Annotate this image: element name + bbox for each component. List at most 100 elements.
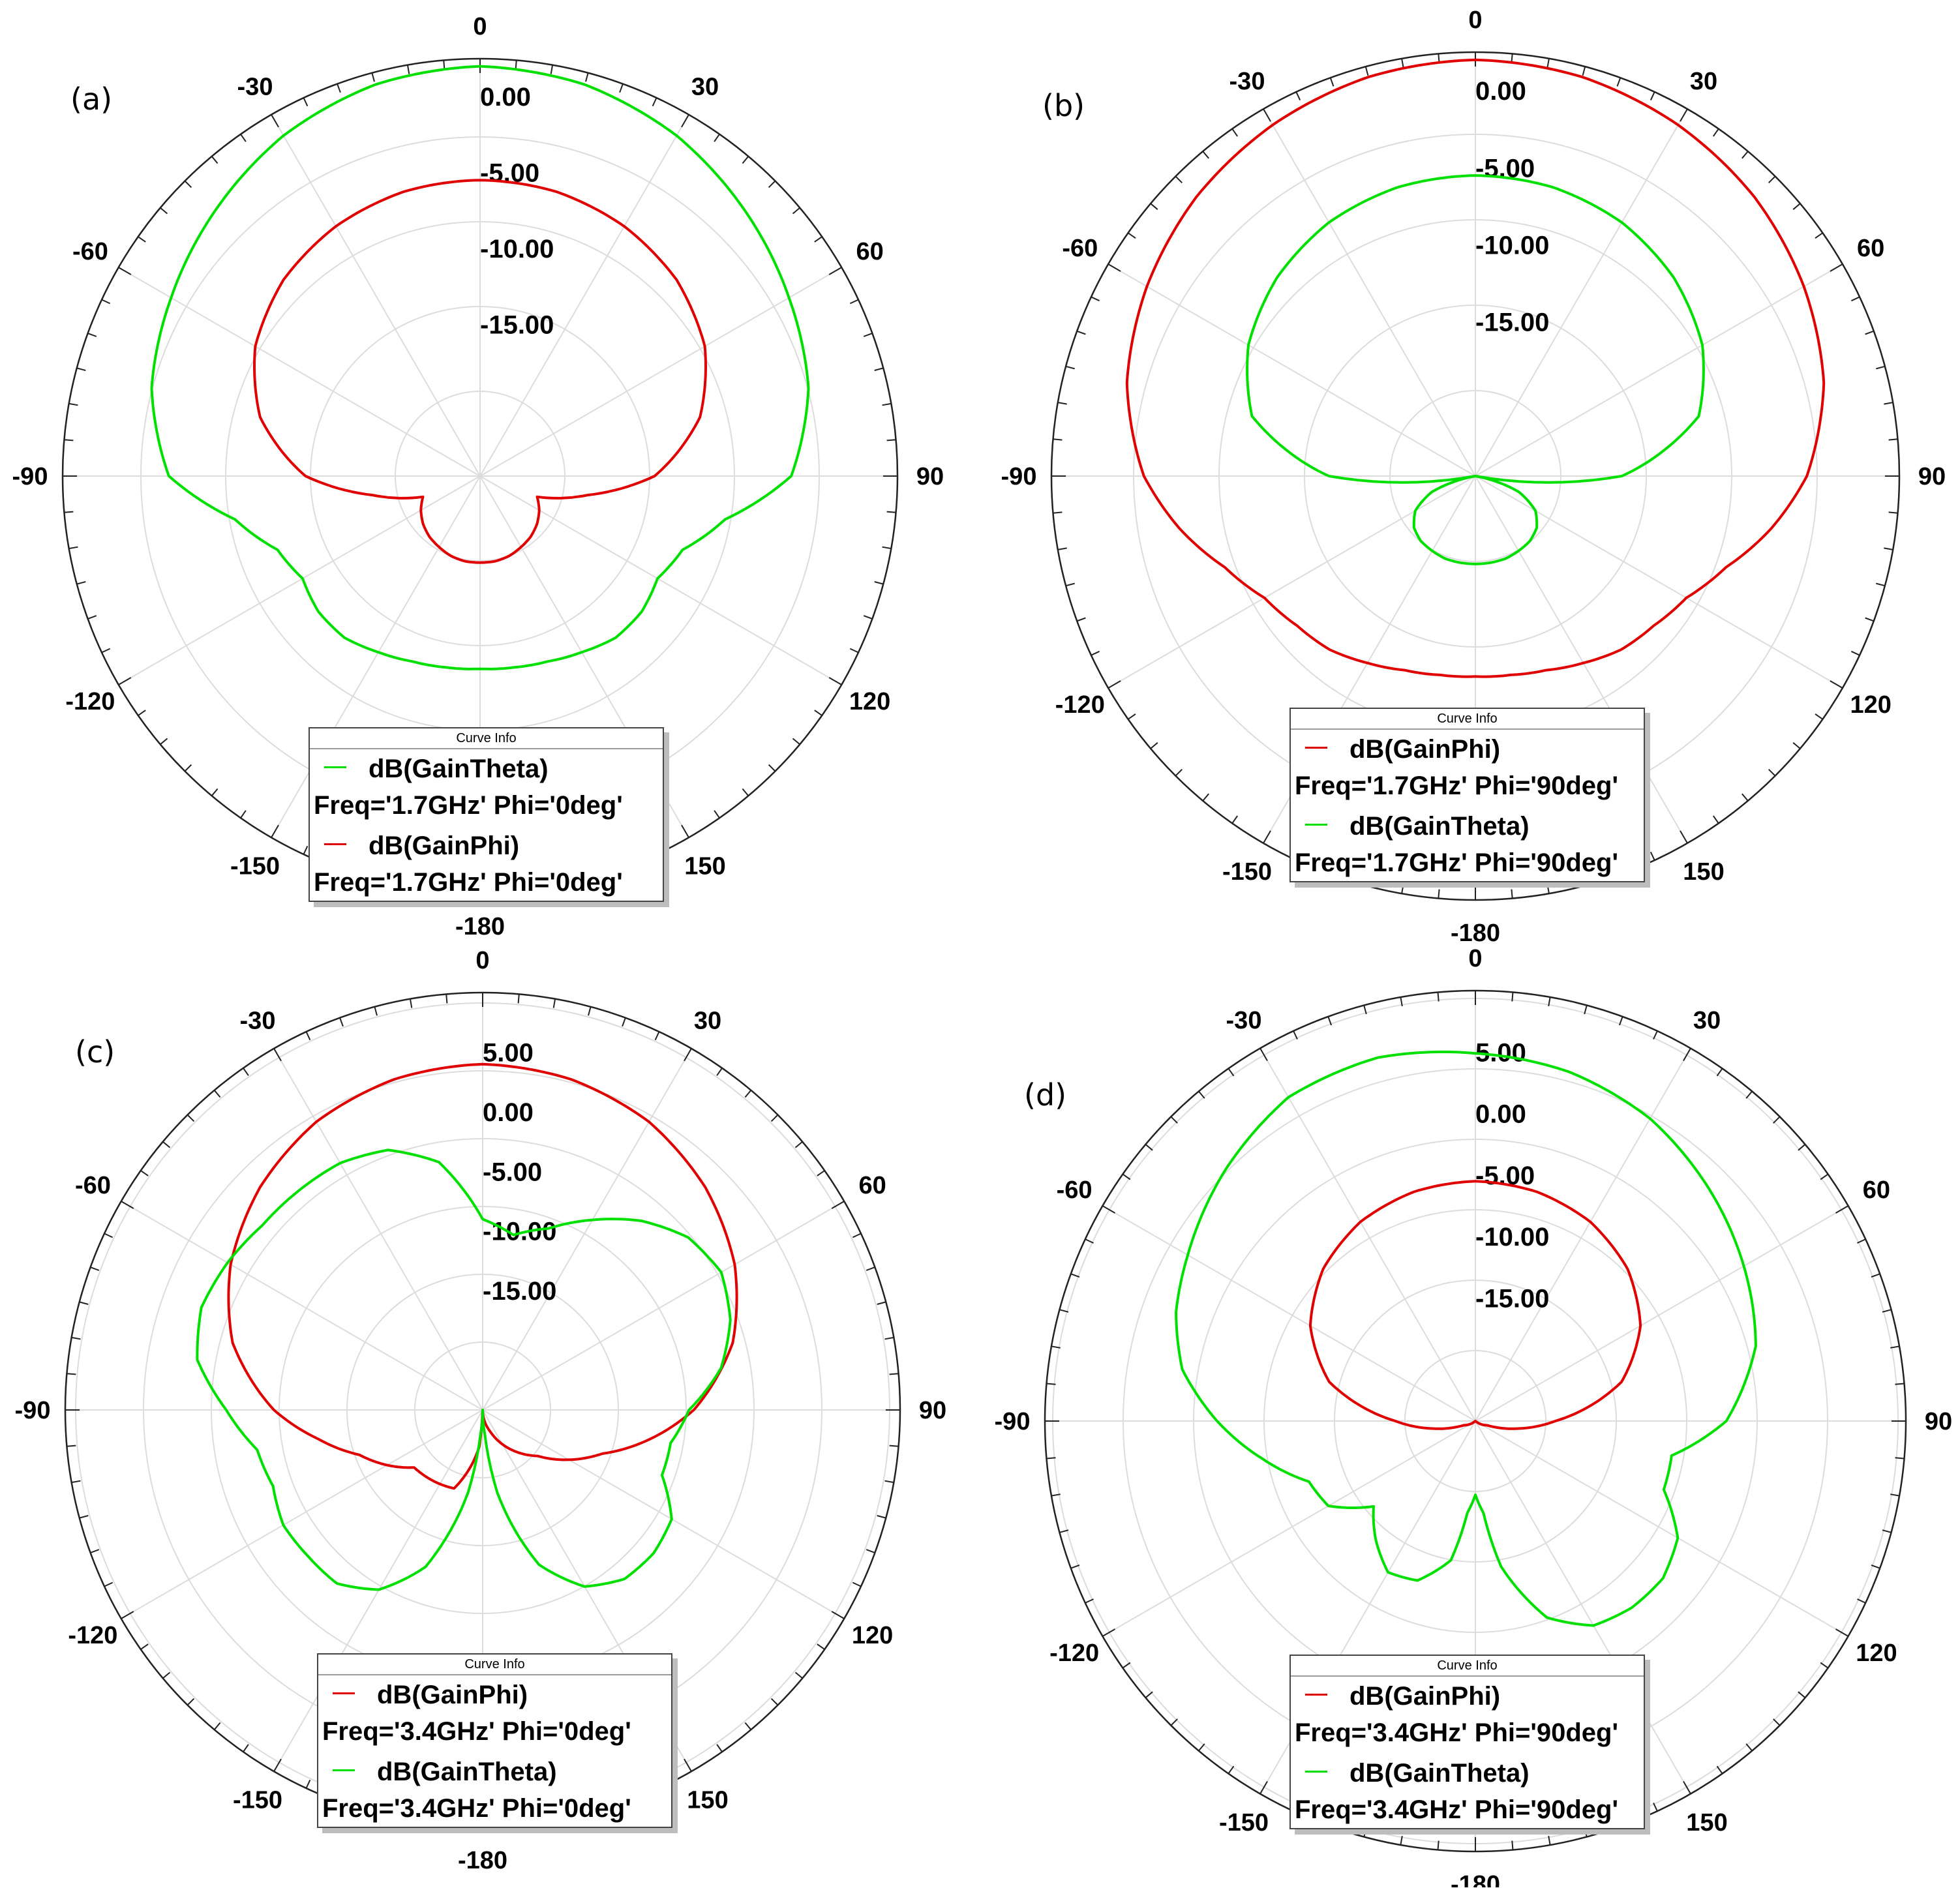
angle-tick [1108, 680, 1121, 689]
grid-spoke [1475, 1420, 1691, 1795]
angle-label: -30 [1226, 1007, 1262, 1034]
grid-spoke [1263, 108, 1476, 477]
angle-tick [1895, 1383, 1905, 1385]
angle-tick [68, 546, 78, 550]
grid-spoke [121, 1409, 483, 1619]
polar-plot-b: (b) 0 30 60 90 120 150 -180 -150 -120 -90 -60 -30 0.… [1001, 7, 1946, 944]
angle-tick [831, 1611, 845, 1619]
angle-label: -120 [1049, 1640, 1099, 1667]
grid-spoke [118, 475, 481, 685]
angle-label: -120 [68, 1622, 117, 1649]
angle-tick [1888, 438, 1898, 441]
angle-tick [303, 845, 309, 855]
angle-tick [1650, 851, 1655, 861]
legend-entry: dB(GainTheta) Freq='3.4GHz' Phi='90deg' [1291, 1754, 1644, 1831]
radial-label: -15.00 [1475, 1284, 1549, 1313]
legend-series-name: dB(GainPhi) [1349, 1682, 1501, 1711]
angle-tick [1122, 1173, 1131, 1180]
angle-tick [1850, 296, 1860, 302]
angle-tick [138, 236, 146, 243]
angle-tick [1616, 77, 1621, 87]
angle-tick [101, 299, 111, 305]
angle-tick [409, 998, 413, 1008]
legend-series-freq: Freq='1.7GHz' Phi='0deg' [314, 791, 623, 820]
angle-label: -180 [458, 1847, 507, 1874]
radial-label: -15.00 [483, 1277, 556, 1306]
angle-label: -30 [1229, 68, 1265, 95]
angle-tick [79, 1301, 89, 1305]
legend-series-name: dB(GainPhi) [1349, 735, 1501, 764]
legend-swatch [324, 766, 346, 768]
angle-label: 60 [1857, 235, 1884, 262]
angle-tick [1798, 1691, 1806, 1698]
angle-tick [877, 1301, 886, 1305]
angle-tick [817, 1643, 825, 1650]
angle-tick [273, 1048, 282, 1062]
angle-tick [76, 367, 86, 371]
series-curve [1175, 1050, 1757, 1627]
radial-label: 5.00 [483, 1038, 534, 1067]
legend-entry: dB(GainPhi) Freq='3.4GHz' Phi='0deg' [318, 1675, 671, 1752]
angle-tick [1871, 1564, 1880, 1569]
angle-tick [1091, 296, 1100, 302]
angle-tick [118, 677, 132, 685]
angle-tick [1850, 650, 1860, 656]
grid-spoke [1102, 1420, 1476, 1637]
angle-label: 120 [1856, 1640, 1897, 1667]
legend-series-name: dB(GainPhi) [369, 832, 520, 860]
angle-tick [1716, 1765, 1723, 1775]
angle-tick [1263, 830, 1271, 844]
angle-label: 0 [473, 13, 487, 40]
grid-spoke [271, 475, 481, 838]
angle-tick [1768, 768, 1776, 777]
angle-tick [1228, 1765, 1235, 1775]
grid-spoke [1475, 1205, 1849, 1422]
angle-tick [1511, 1840, 1514, 1850]
angle-tick [1198, 1090, 1205, 1099]
angle-label: -60 [72, 238, 108, 265]
grid-spoke [1475, 1420, 1849, 1637]
angle-tick [1150, 203, 1158, 210]
grid-spoke [1108, 263, 1476, 477]
angle-label: -180 [1451, 1871, 1500, 1887]
angle-label: 60 [856, 238, 883, 265]
angle-tick [1680, 108, 1688, 122]
legend-b: Curve Info dB(GainPhi) Freq='1.7GHz' Phi… [1289, 708, 1645, 882]
polar-chart-d: (d) 0 30 60 90 120 150 -180 -150 -120 -90 -60 -30 5.… [980, 944, 1959, 1887]
angle-tick [140, 1643, 149, 1650]
angle-tick [1546, 884, 1550, 894]
angle-tick [768, 764, 776, 772]
angle-tick [1175, 768, 1183, 777]
grid-spoke [1475, 263, 1843, 477]
angle-tick [140, 1170, 149, 1176]
angle-tick [1122, 1662, 1131, 1669]
angle-tick [406, 65, 410, 74]
angle-tick [1798, 1144, 1806, 1151]
panel-label-c: (c) [75, 1034, 115, 1070]
angle-label: -30 [237, 73, 273, 100]
angle-tick [550, 65, 554, 74]
legend-d: Curve Info dB(GainPhi) Freq='3.4GHz' Phi… [1289, 1655, 1645, 1829]
angle-tick [121, 1201, 134, 1209]
angle-tick [1400, 996, 1403, 1006]
angle-tick [619, 83, 624, 93]
radial-label: 0.00 [1475, 77, 1526, 106]
angle-tick [1835, 1205, 1849, 1214]
angle-tick [886, 511, 896, 513]
panel-label-a: (a) [70, 82, 112, 117]
angle-tick [1145, 1144, 1153, 1151]
angle-tick [828, 267, 842, 275]
radial-label: -15.00 [1475, 308, 1549, 337]
angle-tick [1437, 1840, 1440, 1850]
legend-series-name: dB(GainTheta) [1349, 1759, 1530, 1788]
radial-label: 0.00 [483, 1098, 534, 1127]
angle-tick [1835, 1628, 1849, 1637]
legend-series-name: dB(GainTheta) [369, 755, 549, 783]
series-curve [1308, 1180, 1642, 1430]
legend-series-freq: Freq='3.4GHz' Phi='0deg' [322, 1794, 631, 1823]
angle-tick [652, 97, 657, 107]
angle-tick [1400, 1836, 1403, 1846]
angle-tick [71, 1336, 81, 1340]
angle-tick [1511, 992, 1514, 1002]
angle-tick [1059, 1309, 1069, 1313]
